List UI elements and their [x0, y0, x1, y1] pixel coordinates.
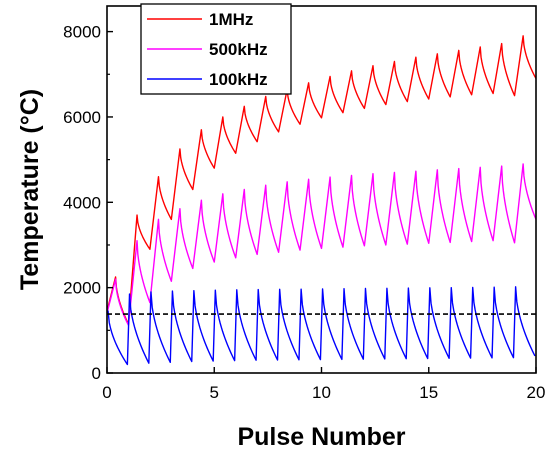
y-tick-label: 8000: [63, 23, 101, 42]
y-axis-title: Temperature (°C): [16, 89, 44, 290]
legend-label-100khz: 100kHz: [209, 70, 268, 89]
y-tick-label: 6000: [63, 108, 101, 127]
x-tick-label: 5: [210, 383, 219, 402]
legend-label-1mhz: 1MHz: [209, 10, 253, 29]
legend-label-500khz: 500kHz: [209, 40, 268, 59]
series-line-1mhz: [106, 35, 537, 325]
series-line-100khz: [107, 286, 536, 366]
y-tick-label: 4000: [63, 193, 101, 212]
x-tick-label: 10: [312, 383, 331, 402]
x-tick-label: 15: [419, 383, 438, 402]
y-axis-ticks: 0 2000 4000 6000 8000: [63, 23, 113, 383]
x-tick-label: 20: [527, 383, 546, 402]
series-curves: [106, 35, 537, 366]
x-axis-ticks: 0 5 10 15 20: [102, 367, 545, 402]
y-tick-label: 0: [92, 364, 101, 383]
legend: 1MHz 500kHz 100kHz: [140, 3, 292, 95]
x-tick-label: 0: [102, 383, 111, 402]
series-line-500khz: [106, 163, 537, 326]
x-axis-title: Pulse Number: [237, 423, 405, 451]
y-tick-label: 2000: [63, 279, 101, 298]
